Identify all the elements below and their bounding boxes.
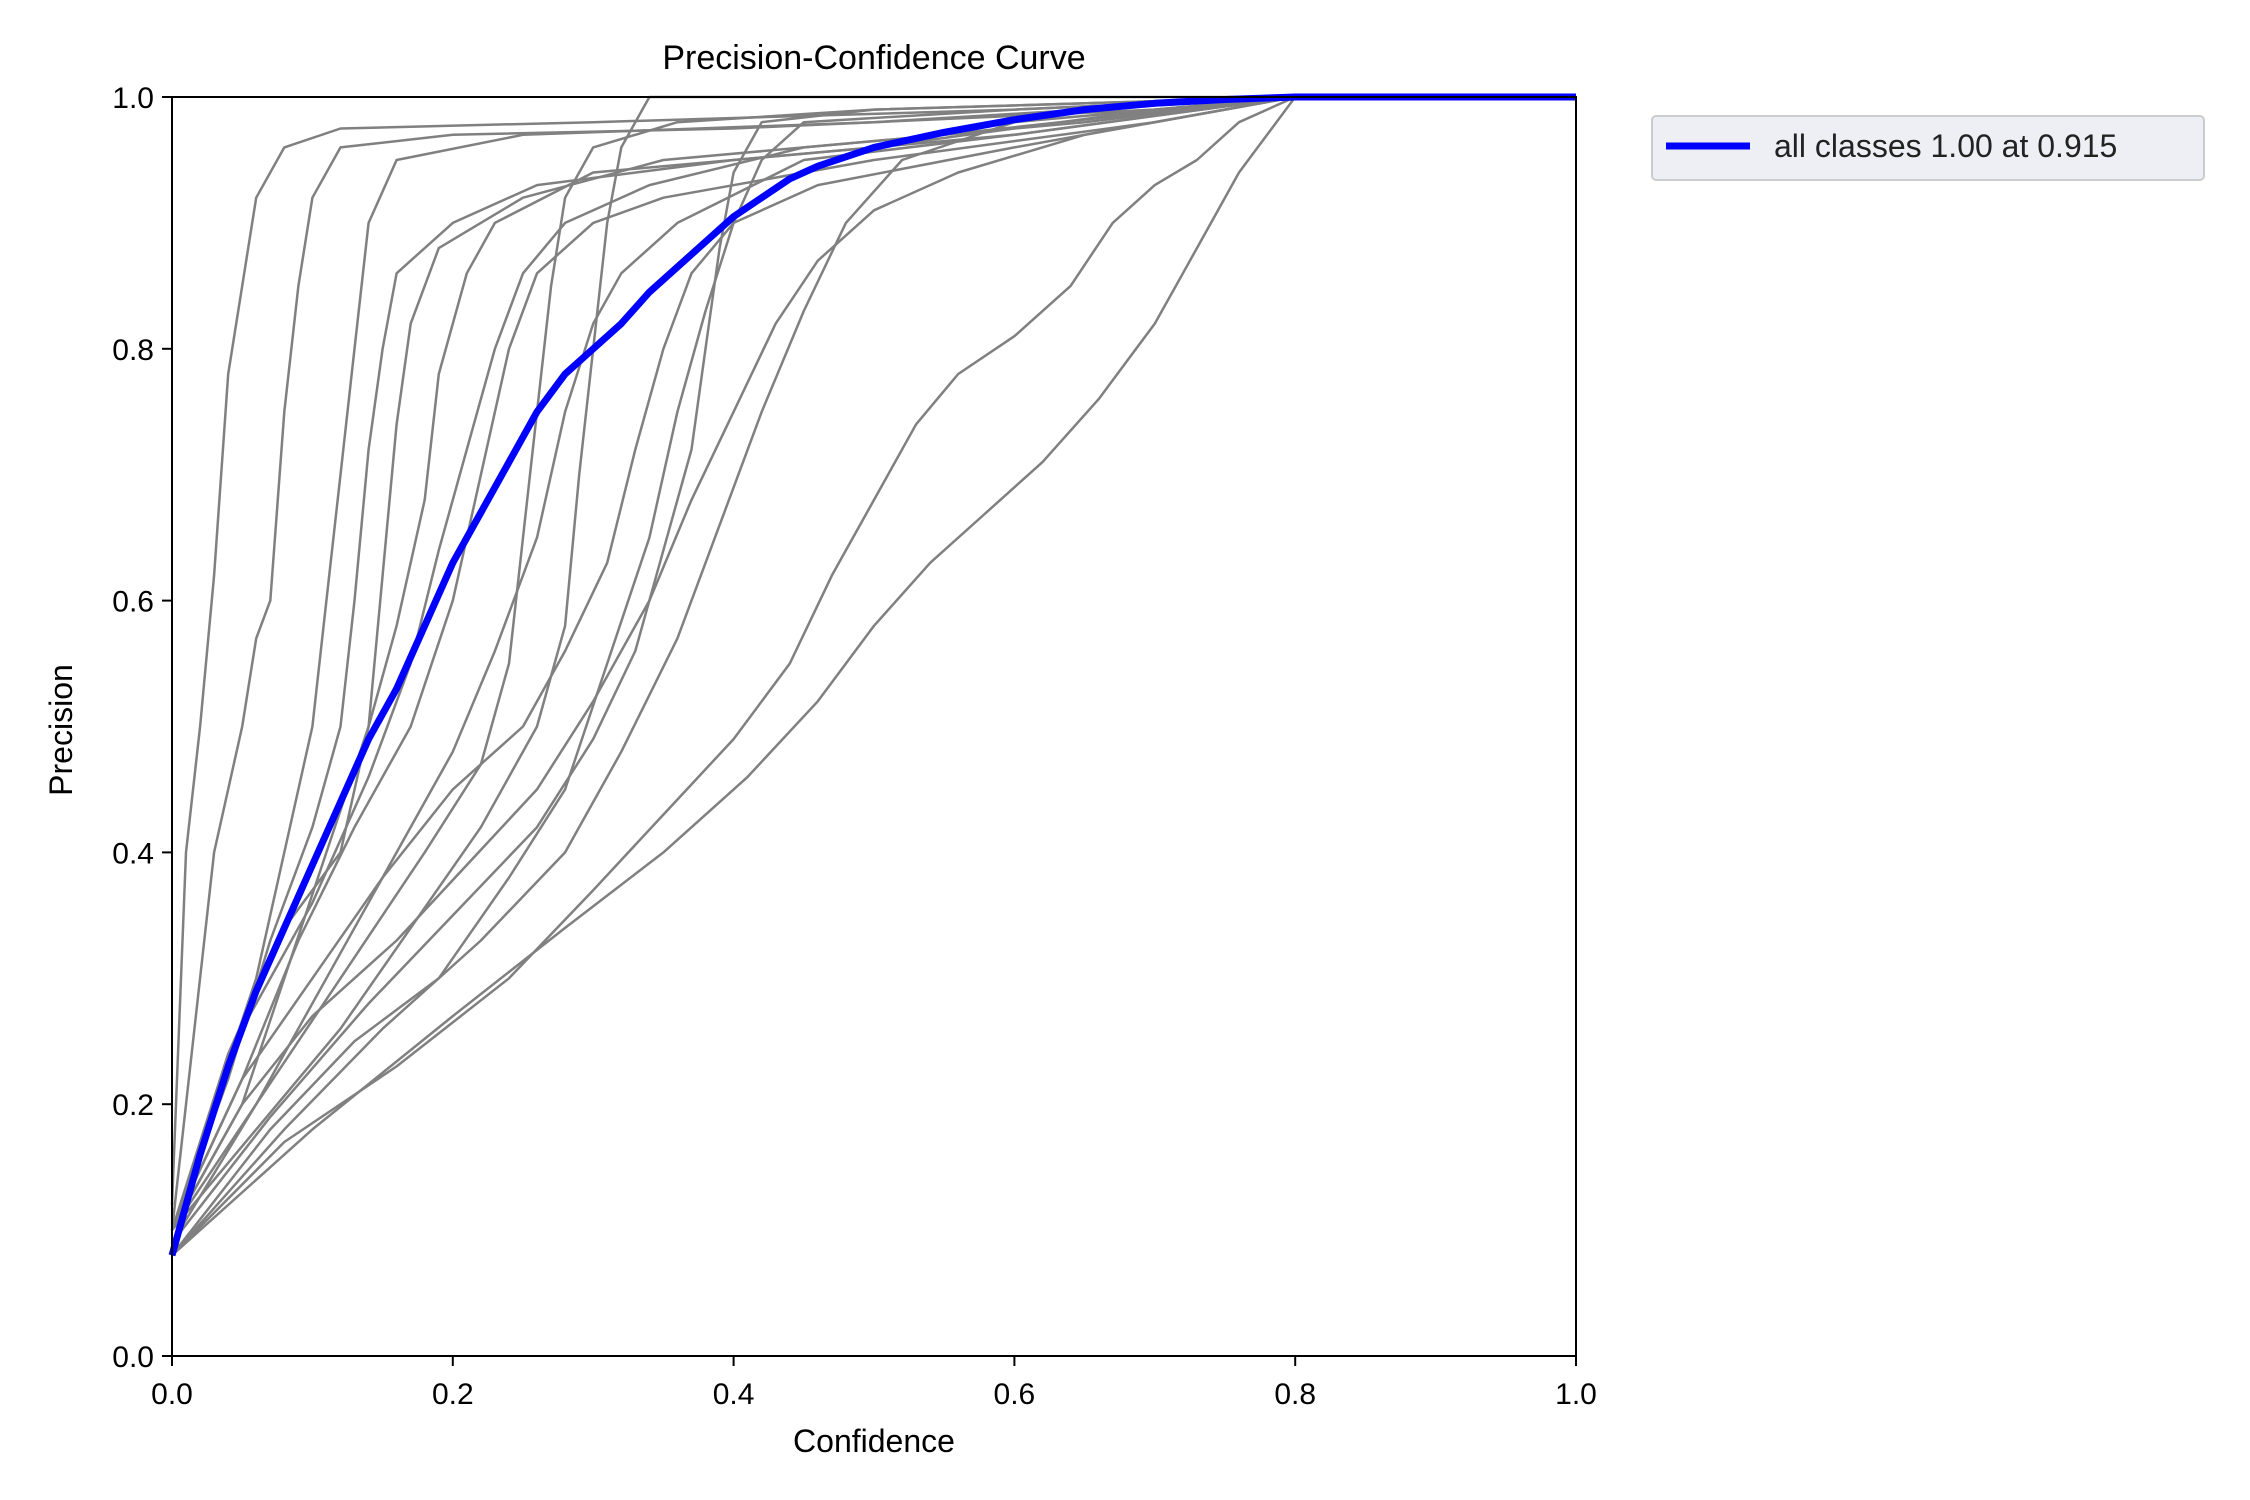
- x-axis-ticks: 0.0 0.2 0.4 0.6 0.8 1.0: [151, 1356, 1597, 1411]
- class-line-16: [170, 95, 1576, 1244]
- class-line-6: [170, 95, 1576, 1231]
- class-line-8: [171, 95, 1576, 1231]
- x-tick-label: 0.6: [994, 1378, 1036, 1411]
- class-line-4: [170, 95, 1576, 1231]
- plot-frame: [171, 96, 1577, 1357]
- class-line-11: [171, 95, 1576, 1257]
- legend-box: [1651, 115, 2205, 181]
- class-line-3: [170, 95, 1576, 1231]
- class-line-12: [171, 95, 1576, 1257]
- class-line-15: [170, 95, 1576, 1231]
- y-tick-label: 0.0: [112, 1341, 154, 1374]
- class-line-9: [171, 95, 1576, 1257]
- all-classes-line-group: [168, 93, 1576, 1257]
- y-tick-label: 0.6: [112, 586, 154, 619]
- all-classes-line: [168, 93, 1576, 1257]
- chart-title: Precision-Confidence Curve: [662, 39, 1085, 77]
- y-tick-label: 0.8: [112, 334, 154, 367]
- class-line-7: [170, 95, 1576, 1231]
- y-tick-label: 0.4: [112, 837, 154, 870]
- x-tick-label: 0.0: [151, 1378, 193, 1411]
- class-line-13: [170, 95, 1576, 1231]
- class-line-2: [170, 95, 1576, 1231]
- class-line-1: [170, 95, 1576, 1205]
- x-axis-label: Confidence: [793, 1423, 955, 1459]
- class-lines: [170, 95, 1576, 1257]
- class-line-14: [170, 95, 1576, 1231]
- class-line-17: [171, 95, 1576, 1244]
- x-tick-label: 0.8: [1274, 1378, 1316, 1411]
- x-tick-label: 0.4: [713, 1378, 755, 1411]
- y-tick-label: 1.0: [112, 82, 154, 115]
- x-tick-label: 1.0: [1555, 1378, 1597, 1411]
- legend-label-all-classes: all classes 1.00 at 0.915: [1774, 128, 2117, 164]
- y-axis-label: Precision: [43, 664, 79, 796]
- class-line-10: [171, 95, 1576, 1257]
- y-tick-label: 0.2: [112, 1089, 154, 1122]
- class-line-18: [170, 95, 1576, 1231]
- x-tick-label: 0.2: [432, 1378, 474, 1411]
- legend: all classes 1.00 at 0.915: [1651, 115, 2205, 181]
- y-axis-ticks: 0.0 0.2 0.4 0.6 0.8 1.0: [112, 82, 172, 1374]
- class-line-5: [170, 95, 1576, 1231]
